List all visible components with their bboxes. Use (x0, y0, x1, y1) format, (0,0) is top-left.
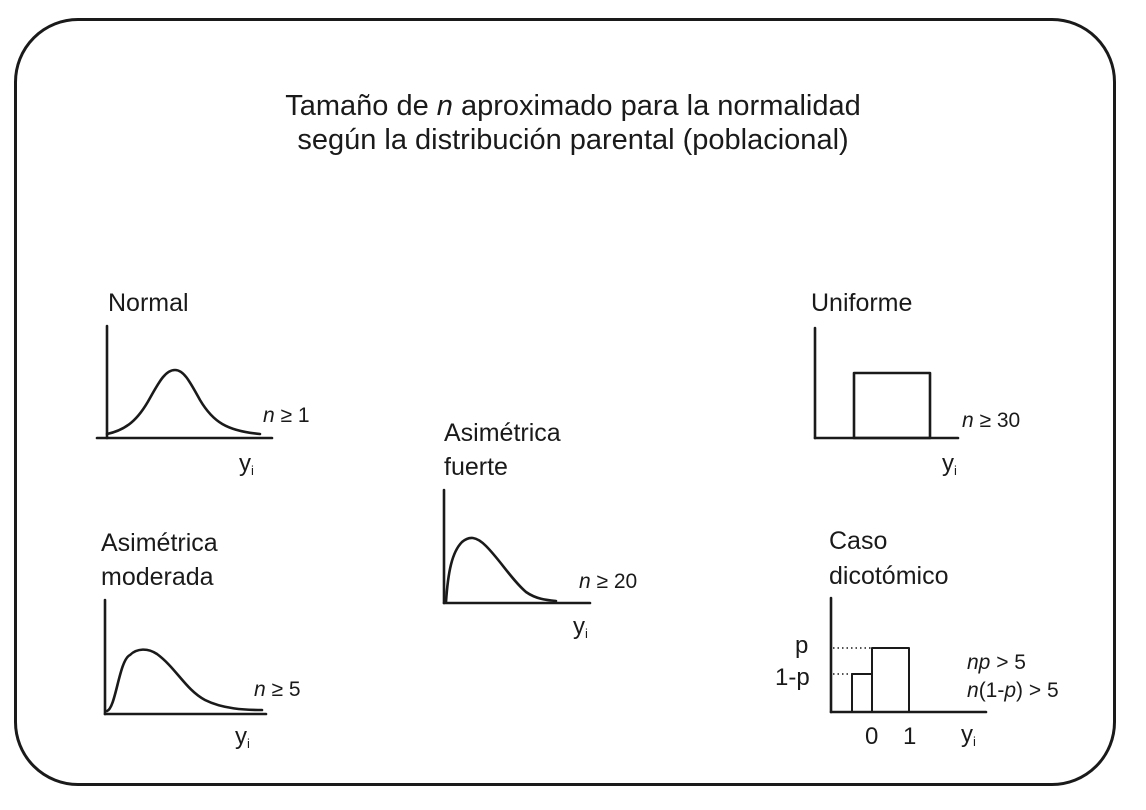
normal-axis-label: yi (239, 450, 254, 478)
uniform-panel-graphic (813, 326, 960, 440)
uniform-label: Uniforme (811, 289, 913, 317)
p-label: p (795, 632, 809, 659)
1-p-label: 1-p (775, 664, 810, 691)
normal-label: Normal (108, 289, 189, 317)
moderate-condition: n ≥ 5 (254, 678, 301, 701)
strong-condition: n ≥ 20 (579, 570, 638, 593)
uniform-rectangle-icon (852, 371, 932, 440)
dichotomous-panel-graphic (829, 596, 988, 714)
moderate-label-line-2: moderada (101, 563, 214, 591)
title-line-1: Tamaño de n aproximado para la normalida… (285, 90, 861, 122)
dichotomous-label-line-1: Caso (829, 527, 888, 555)
bar-p (871, 647, 910, 713)
bar-1-minus-p (851, 673, 873, 713)
x-tick-0-label: 0 (865, 723, 879, 750)
moderate-label-line-1: Asimétrica (101, 529, 218, 557)
dichotomous-label-line-2: dicotómico (829, 562, 949, 590)
moderate-panel-graphic (103, 598, 268, 716)
normal-panel-graphic (95, 324, 274, 440)
bell-curve-icon (105, 368, 262, 436)
normal-condition: n ≥ 1 (263, 404, 310, 427)
np-condition: np > 5 (967, 651, 1026, 674)
moderate-axis-label: yi (235, 723, 250, 751)
rounded-frame (14, 18, 1116, 786)
strong-axis-label: yi (573, 613, 588, 641)
uniform-axis-label: yi (942, 450, 957, 478)
dichotomous-axis-label: yi (961, 721, 976, 749)
x-tick-1-label: 1 (903, 723, 917, 750)
strongly-skewed-curve-icon (444, 536, 558, 604)
strong-label-line-2: fuerte (444, 453, 508, 481)
strong-panel-graphic (442, 488, 592, 605)
uniform-condition: n ≥ 30 (962, 409, 1021, 432)
title-line-2: según la distribución parental (poblacio… (297, 124, 849, 156)
strong-label-line-1: Asimétrica (444, 419, 561, 447)
moderately-skewed-curve-icon (105, 648, 264, 713)
n-1-p-condition: n(1-p) > 5 (967, 679, 1059, 702)
